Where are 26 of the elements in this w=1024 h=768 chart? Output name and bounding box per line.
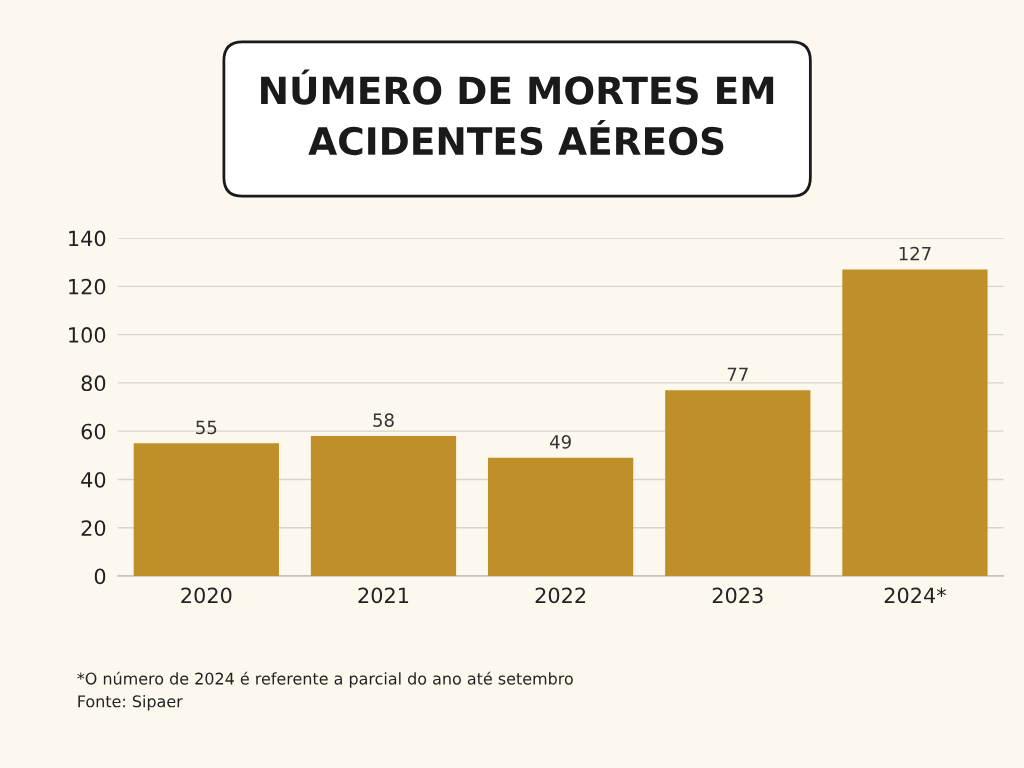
y-tick-label: 0 [94, 568, 106, 585]
chart-title: NÚMERO DE MORTES EM ACIDENTES AÉREOS [261, 69, 774, 156]
x-tick-label: 2022 [535, 587, 586, 604]
data-label: 77 [727, 367, 748, 381]
data-label: 55 [196, 420, 217, 435]
data-label: 58 [373, 413, 394, 427]
x-tick-label: 2021 [358, 587, 409, 604]
y-tick-label: 140 [69, 230, 106, 247]
y-tick-label: 120 [69, 278, 106, 295]
y-tick-label: 60 [81, 423, 106, 440]
bar [488, 457, 634, 576]
y-tick-label: 80 [81, 375, 106, 392]
x-tick-label: 2023 [712, 587, 763, 604]
x-tick-label: 2020 [181, 587, 232, 604]
data-label: 49 [550, 435, 571, 449]
bar [842, 269, 988, 576]
bar [310, 436, 457, 576]
x-tick-label: 2024* [884, 587, 947, 604]
y-tick-label: 100 [69, 327, 106, 343]
y-tick-label: 20 [81, 520, 106, 536]
text: *O número de 2024 é referente a parcial do ano até setembro [77, 671, 573, 688]
source-note: Fonte: Sipaer [78, 694, 183, 711]
data-label: 127 [899, 246, 931, 261]
y-tick-label: 40 [81, 471, 106, 488]
bar [665, 390, 811, 576]
bar [133, 443, 279, 576]
